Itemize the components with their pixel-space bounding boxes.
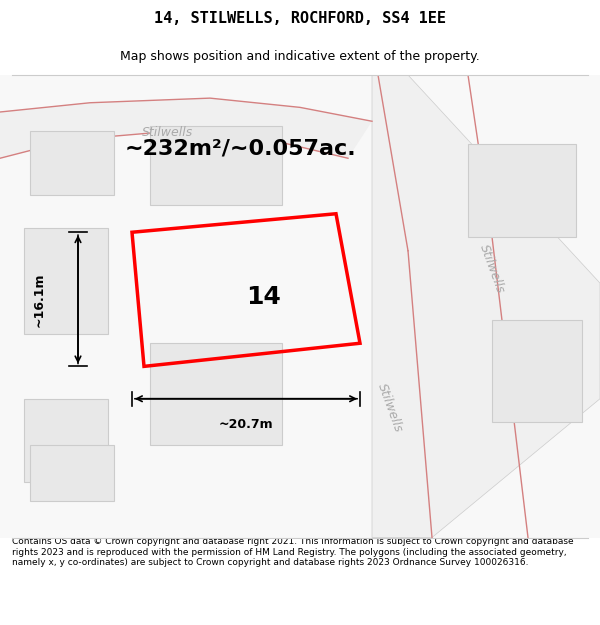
Bar xyxy=(30,131,114,195)
Polygon shape xyxy=(0,98,372,158)
Text: Contains OS data © Crown copyright and database right 2021. This information is : Contains OS data © Crown copyright and d… xyxy=(12,538,574,568)
Bar xyxy=(24,399,108,482)
Text: Stilwells: Stilwells xyxy=(375,382,405,434)
Bar xyxy=(150,126,282,204)
Polygon shape xyxy=(372,75,600,538)
Bar xyxy=(30,445,114,501)
Text: ~232m²/~0.057ac.: ~232m²/~0.057ac. xyxy=(124,139,356,159)
Text: Map shows position and indicative extent of the property.: Map shows position and indicative extent… xyxy=(120,50,480,62)
Text: Stilwells: Stilwells xyxy=(477,243,507,296)
Bar xyxy=(24,228,108,334)
Text: 14: 14 xyxy=(247,285,281,309)
Text: ~20.7m: ~20.7m xyxy=(218,418,274,431)
Text: Stilwells: Stilwells xyxy=(142,126,194,139)
Bar xyxy=(492,320,582,422)
Text: 14, STILWELLS, ROCHFORD, SS4 1EE: 14, STILWELLS, ROCHFORD, SS4 1EE xyxy=(154,11,446,26)
Bar xyxy=(150,343,282,445)
Text: ~16.1m: ~16.1m xyxy=(32,272,46,326)
Bar xyxy=(468,144,576,237)
